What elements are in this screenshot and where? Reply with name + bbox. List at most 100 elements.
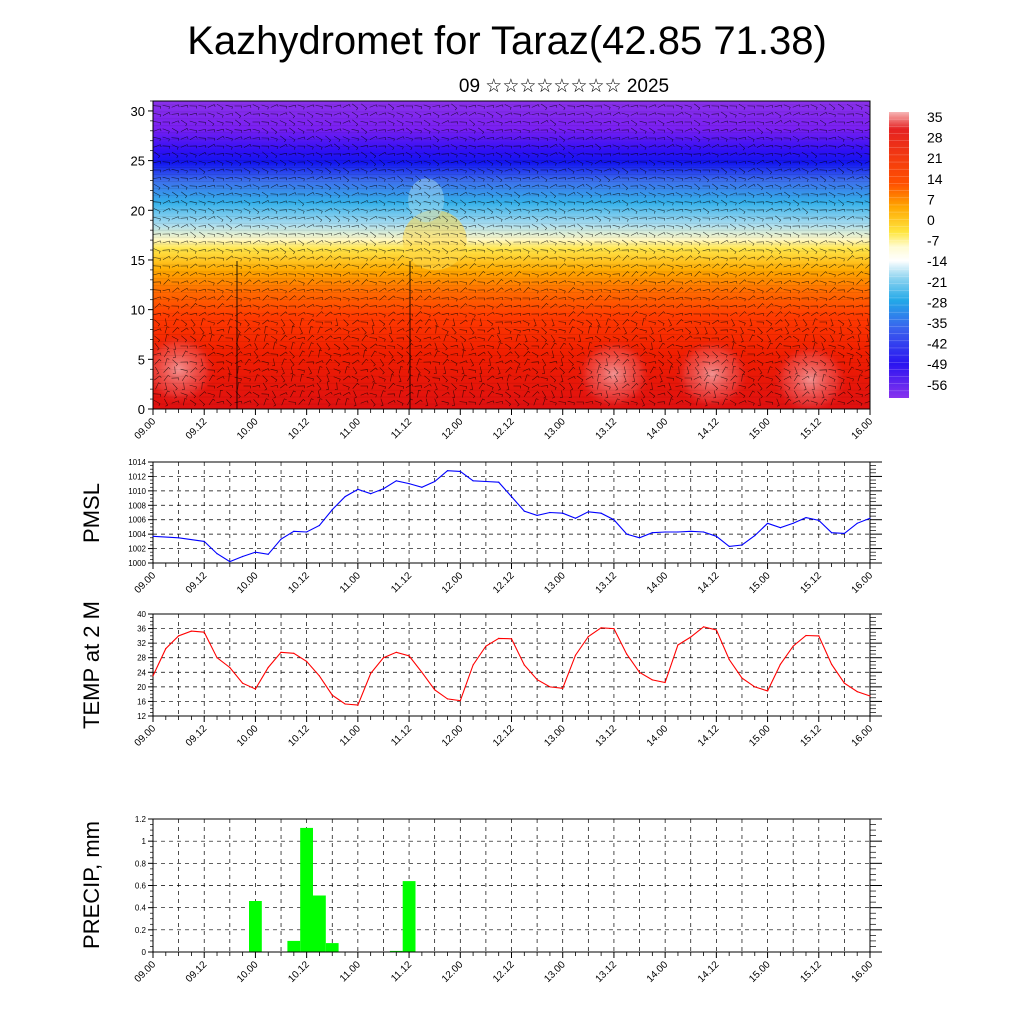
wind-vector [837, 225, 845, 230]
wind-vector [657, 295, 666, 301]
wind-vector [180, 361, 188, 365]
data-point [638, 671, 641, 673]
wind-vector [846, 216, 855, 220]
wind-vector [585, 128, 593, 134]
wind-vector [432, 233, 441, 236]
wind-vector [551, 390, 555, 399]
wind-vector [802, 399, 810, 405]
wind-vector [477, 193, 486, 196]
wind-vector [792, 335, 800, 343]
wind-vector [540, 153, 548, 158]
wind-vector [279, 129, 287, 133]
wind-vector [198, 311, 207, 316]
wind-vector [253, 350, 259, 359]
colorbar-label: -35 [927, 315, 947, 331]
wind-vector [765, 360, 774, 364]
wind-vector [180, 240, 189, 244]
wind-vector [333, 368, 341, 374]
wind-vector [405, 177, 413, 181]
x-tick-label: 10.00 [235, 959, 261, 985]
wind-vector [325, 135, 332, 143]
wind-vector [837, 103, 845, 111]
wind-vector [441, 153, 449, 157]
data-point [293, 530, 295, 532]
wind-vector [694, 350, 700, 359]
wind-vector [684, 280, 693, 284]
wind-vector [621, 136, 630, 140]
wind-vector [261, 249, 269, 253]
wind-vector [315, 321, 323, 325]
wind-vector [649, 382, 653, 391]
wind-vector [513, 297, 521, 301]
wind-vector [306, 201, 315, 204]
wind-vector [810, 200, 819, 204]
wind-vector [208, 359, 214, 367]
wind-vector [189, 296, 197, 302]
wind-vector [657, 241, 665, 245]
wind-vector [684, 168, 693, 172]
wind-vector [828, 369, 836, 373]
wind-vector [568, 390, 572, 398]
wind-vector [693, 153, 701, 157]
wind-vector [505, 351, 513, 357]
wind-vector [819, 369, 827, 373]
wind-vector [684, 143, 692, 151]
wind-vector [738, 176, 746, 182]
wind-vector [828, 376, 836, 382]
wind-vector [163, 343, 170, 351]
wind-vector [243, 144, 252, 148]
wind-vector [505, 399, 512, 407]
wind-vector [290, 342, 296, 350]
data-point [818, 635, 820, 637]
wind-vector [846, 192, 855, 196]
wind-vector [864, 160, 870, 164]
wind-vector [360, 135, 368, 143]
wind-vector [432, 120, 440, 126]
wind-vector [225, 128, 233, 134]
wind-vector [243, 161, 251, 165]
wind-vector [405, 384, 414, 388]
wind-vector [757, 374, 765, 382]
wind-vector [450, 369, 458, 373]
wind-vector [684, 232, 692, 238]
wind-vector [693, 305, 702, 308]
wind-vector [774, 176, 783, 180]
x-tick-label: 12.00 [440, 959, 466, 985]
wind-vector [442, 343, 448, 351]
wind-vector [792, 152, 800, 158]
wind-vector [522, 129, 530, 134]
x-tick-label: 12.12 [491, 723, 517, 749]
wind-vector [594, 192, 602, 198]
wind-vector [315, 225, 323, 229]
y-tick-label: 10 [131, 303, 145, 318]
wind-vector [594, 169, 602, 173]
wind-vector [207, 119, 215, 127]
wind-vector [514, 199, 521, 207]
wind-vector [792, 112, 801, 116]
wind-vector [649, 287, 657, 293]
wind-vector [333, 312, 342, 316]
wind-vector [288, 305, 296, 309]
colorbar-label: -21 [927, 274, 947, 290]
wind-vector [351, 313, 360, 316]
wind-vector [261, 137, 269, 141]
wind-vector [675, 271, 684, 277]
wind-vector [828, 305, 837, 308]
wind-vector [342, 263, 351, 269]
wind-vector [747, 152, 756, 156]
wind-vector [693, 393, 701, 398]
wind-vector [513, 161, 521, 165]
wind-vector [279, 193, 287, 197]
wind-vector [801, 168, 809, 174]
wind-vector [468, 376, 477, 380]
wind-vector [640, 382, 648, 389]
wind-vector [783, 303, 792, 308]
wind-vector [360, 369, 369, 373]
wind-vector [441, 144, 450, 148]
wind-vector [379, 271, 387, 277]
wind-vector [441, 263, 450, 269]
wind-vector [180, 257, 188, 262]
wind-vector [306, 167, 314, 175]
wind-vector [371, 374, 375, 383]
wind-vector [576, 343, 584, 351]
